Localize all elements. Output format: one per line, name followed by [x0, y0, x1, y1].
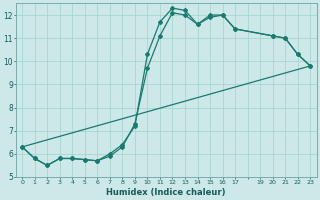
X-axis label: Humidex (Indice chaleur): Humidex (Indice chaleur) — [107, 188, 226, 197]
